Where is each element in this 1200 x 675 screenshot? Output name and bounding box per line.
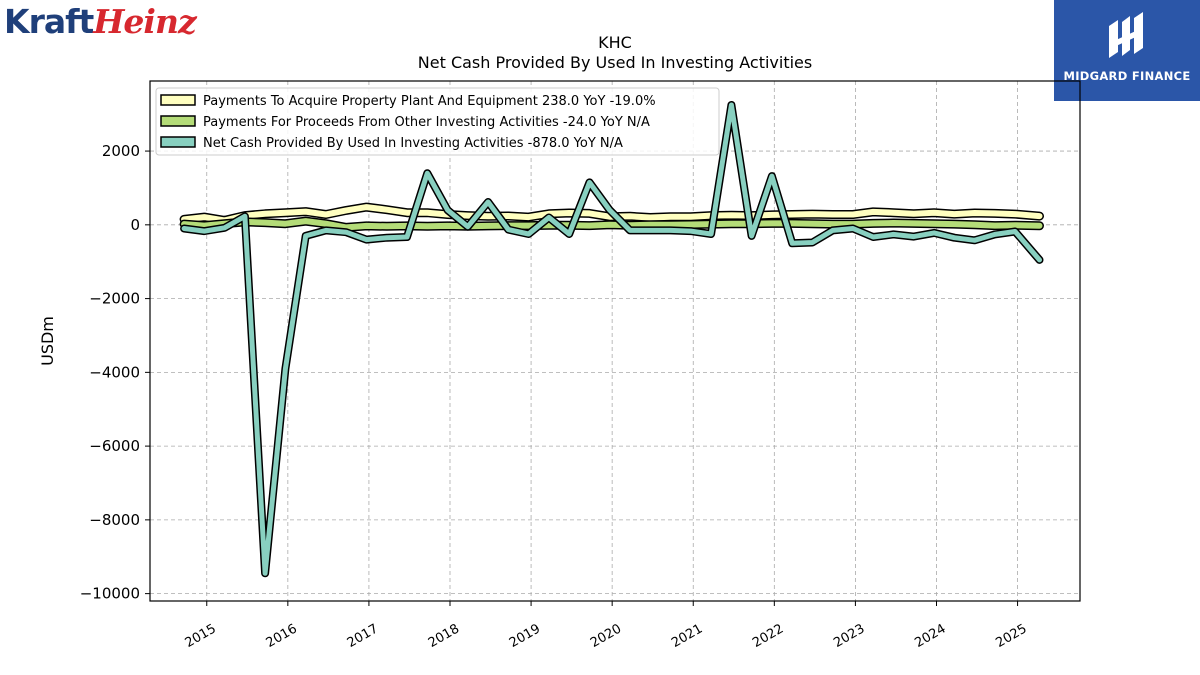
chart-title: KHC: [598, 33, 632, 52]
x-tick-label: 2019: [507, 621, 543, 651]
plot-frame: [149, 80, 1081, 602]
series-line: [181, 102, 1042, 576]
legend-label: Payments To Acquire Property Plant And E…: [203, 94, 656, 109]
legend-box: [155, 87, 720, 156]
y-tick-label: −8000: [89, 511, 140, 529]
x-tick-label: 2023: [831, 621, 867, 651]
y-axis-label: USDm: [38, 316, 57, 366]
x-tick-label: 2024: [912, 621, 948, 651]
y-axis: 2000 0 −2000 −4000 −6000 −8000 −10000: [80, 142, 150, 603]
y-tick-label: 2000: [102, 142, 140, 160]
y-tick-label: 0: [130, 216, 140, 234]
series-layer: [179, 101, 1044, 578]
x-tick-label: 2021: [669, 621, 705, 651]
x-tick-label: 2017: [345, 621, 381, 651]
y-tick-label: −10000: [80, 585, 140, 603]
x-tick-label: 2016: [264, 621, 300, 651]
midgard-finance-badge: MIDGARD FINANCE: [1054, 0, 1200, 101]
y-tick-label: −4000: [89, 363, 140, 381]
midgard-logo-icon: [1109, 12, 1143, 58]
chart-subtitle: Net Cash Provided By Used In Investing A…: [418, 53, 812, 72]
x-tick-label: 2015: [183, 621, 219, 651]
legend: Payments To Acquire Property Plant And E…: [155, 87, 720, 156]
x-tick-label: 2025: [993, 621, 1029, 651]
legend-label: Net Cash Provided By Used In Investing A…: [203, 136, 623, 151]
x-tick-label: 2020: [588, 621, 624, 651]
legend-swatch: [160, 94, 196, 106]
legend-swatch: [160, 115, 196, 127]
legend-swatch: [160, 136, 196, 148]
series-line: [181, 204, 1043, 224]
series-line: [181, 218, 1043, 231]
x-tick-label: 2018: [426, 621, 462, 651]
x-axis: 2015 2016 2017 2018 2019 2020 2021 2022 2023 2024…: [183, 601, 1030, 651]
y-tick-label: −2000: [89, 290, 140, 308]
kraft-heinz-logo: KraftHeinz: [4, 2, 197, 41]
legend-label: Payments For Proceeds From Other Investi…: [203, 115, 650, 130]
badge-label: MIDGARD FINANCE: [1063, 69, 1191, 83]
x-tick-label: 2022: [750, 621, 786, 651]
y-tick-label: −6000: [89, 437, 140, 455]
